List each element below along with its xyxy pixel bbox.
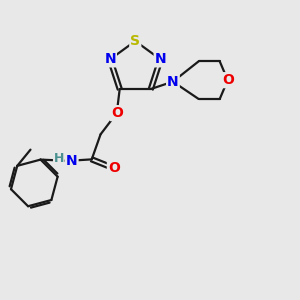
Text: N: N (104, 52, 116, 66)
Text: N: N (167, 75, 179, 88)
Text: O: O (111, 106, 123, 120)
Text: N: N (66, 154, 77, 168)
Text: O: O (108, 161, 120, 175)
Text: S: S (130, 34, 140, 48)
Text: H: H (54, 152, 64, 165)
Text: O: O (222, 73, 234, 87)
Text: N: N (155, 52, 166, 66)
